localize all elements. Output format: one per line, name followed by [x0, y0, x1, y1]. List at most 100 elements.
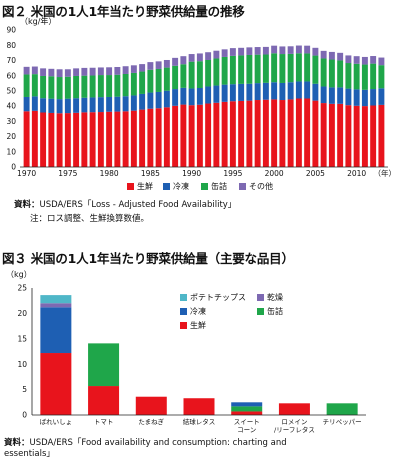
bar-segment	[312, 55, 319, 84]
bar-segment	[48, 76, 55, 99]
bar-segment	[114, 66, 121, 75]
bar-segment	[89, 112, 96, 167]
bar-segment	[89, 75, 96, 98]
category-label: スイート	[234, 418, 260, 426]
bar-segment	[88, 386, 120, 415]
bar-segment	[320, 58, 327, 87]
x-tick-label: 1980	[100, 169, 119, 178]
bar-segment	[205, 86, 212, 104]
legend-item: 生鮮	[180, 320, 206, 331]
bar-segment	[287, 99, 294, 167]
bar-segment	[188, 105, 195, 167]
x-tick-label: 1975	[58, 169, 77, 178]
figure-3-source: 資料：USDA/ERS「Food availability and consum…	[4, 438, 287, 460]
bar-segment	[155, 91, 162, 109]
bar-segment	[180, 104, 187, 167]
bar-segment	[180, 56, 187, 65]
legend-swatch	[257, 308, 264, 315]
y-tick-label: 40	[6, 102, 16, 111]
bar-segment	[130, 95, 137, 111]
bar-segment	[271, 45, 278, 54]
bar-segment	[345, 105, 352, 167]
bar-segment	[73, 98, 80, 113]
legend-swatch	[180, 294, 187, 301]
legend-swatch	[180, 322, 187, 329]
bar-segment	[370, 105, 377, 167]
category-label: たまねぎ	[138, 417, 164, 426]
bar-segment	[221, 56, 228, 85]
bar-segment	[130, 65, 137, 73]
bar-segment	[353, 89, 360, 106]
bar-segment	[64, 69, 71, 77]
bar-segment	[48, 68, 55, 77]
bar-segment	[271, 99, 278, 167]
bar-segment	[40, 68, 47, 76]
bar-segment	[106, 96, 113, 112]
y-tick-label: 10	[17, 360, 27, 369]
bar-segment	[196, 104, 203, 167]
bar-segment	[163, 59, 170, 68]
bar-segment	[378, 57, 385, 66]
bar-segment	[97, 97, 104, 113]
bar-segment	[196, 53, 203, 62]
bar-segment	[361, 89, 368, 107]
bar-segment	[312, 47, 319, 56]
bar-segment	[221, 101, 228, 167]
bar-segment	[271, 82, 278, 100]
bar-segment	[345, 55, 352, 64]
bar-segment	[172, 105, 179, 167]
bar-segment	[40, 307, 72, 354]
bar-segment	[345, 63, 352, 89]
bar-segment	[163, 107, 170, 167]
bar-segment	[213, 58, 220, 86]
bar-segment	[238, 100, 245, 167]
bar-segment	[130, 72, 137, 96]
bar-segment	[48, 112, 55, 167]
bar-segment	[353, 63, 360, 90]
legend-item: 缶詰	[257, 306, 283, 317]
figure-2-source: 資料：USDA/ERS「Loss - Adjusted Food Availab…	[14, 200, 236, 211]
legend-item: 冷凍	[180, 306, 206, 317]
bar-segment	[31, 74, 38, 97]
bar-segment	[31, 96, 38, 111]
bar-segment	[122, 73, 129, 97]
bar-segment	[56, 113, 63, 167]
bar-segment	[89, 97, 96, 113]
legend-item: 乾燥	[257, 292, 283, 303]
bar-segment	[361, 64, 368, 90]
y-tick-label: 20	[17, 309, 27, 318]
bar-segment	[147, 92, 154, 109]
bar-segment	[106, 111, 113, 167]
bar-segment	[287, 53, 294, 83]
legend-swatch	[257, 294, 264, 301]
bar-segment	[89, 67, 96, 76]
bar-segment	[328, 103, 335, 167]
bar-segment	[106, 67, 113, 76]
legend-swatch	[127, 183, 134, 190]
category-label: 結球レタス	[183, 417, 216, 426]
y-tick-label: 80	[6, 41, 16, 50]
bar-segment	[287, 46, 294, 54]
x-axis-unit: （年）	[374, 168, 397, 178]
bar-segment	[40, 75, 47, 99]
bar-segment	[56, 99, 63, 114]
bar-segment	[229, 48, 236, 56]
y-tick-label: 20	[6, 132, 16, 141]
bar-segment	[254, 54, 261, 84]
bar-segment	[229, 101, 236, 167]
bar-segment	[231, 411, 263, 415]
legend-item: ポテトチップス	[180, 292, 246, 303]
bar-segment	[180, 87, 187, 105]
bar-segment	[279, 46, 286, 55]
bar-segment	[81, 75, 88, 98]
bar-segment	[97, 112, 104, 167]
bar-segment	[56, 77, 63, 100]
bar-segment	[295, 53, 302, 82]
bar-segment	[163, 90, 170, 108]
figure-2-source-label: 資料：	[14, 200, 40, 210]
x-tick-label: 2000	[265, 169, 284, 178]
y-tick-label: 30	[6, 117, 16, 126]
category-label: /リーフレタス	[274, 425, 315, 434]
bar-segment	[64, 98, 71, 114]
